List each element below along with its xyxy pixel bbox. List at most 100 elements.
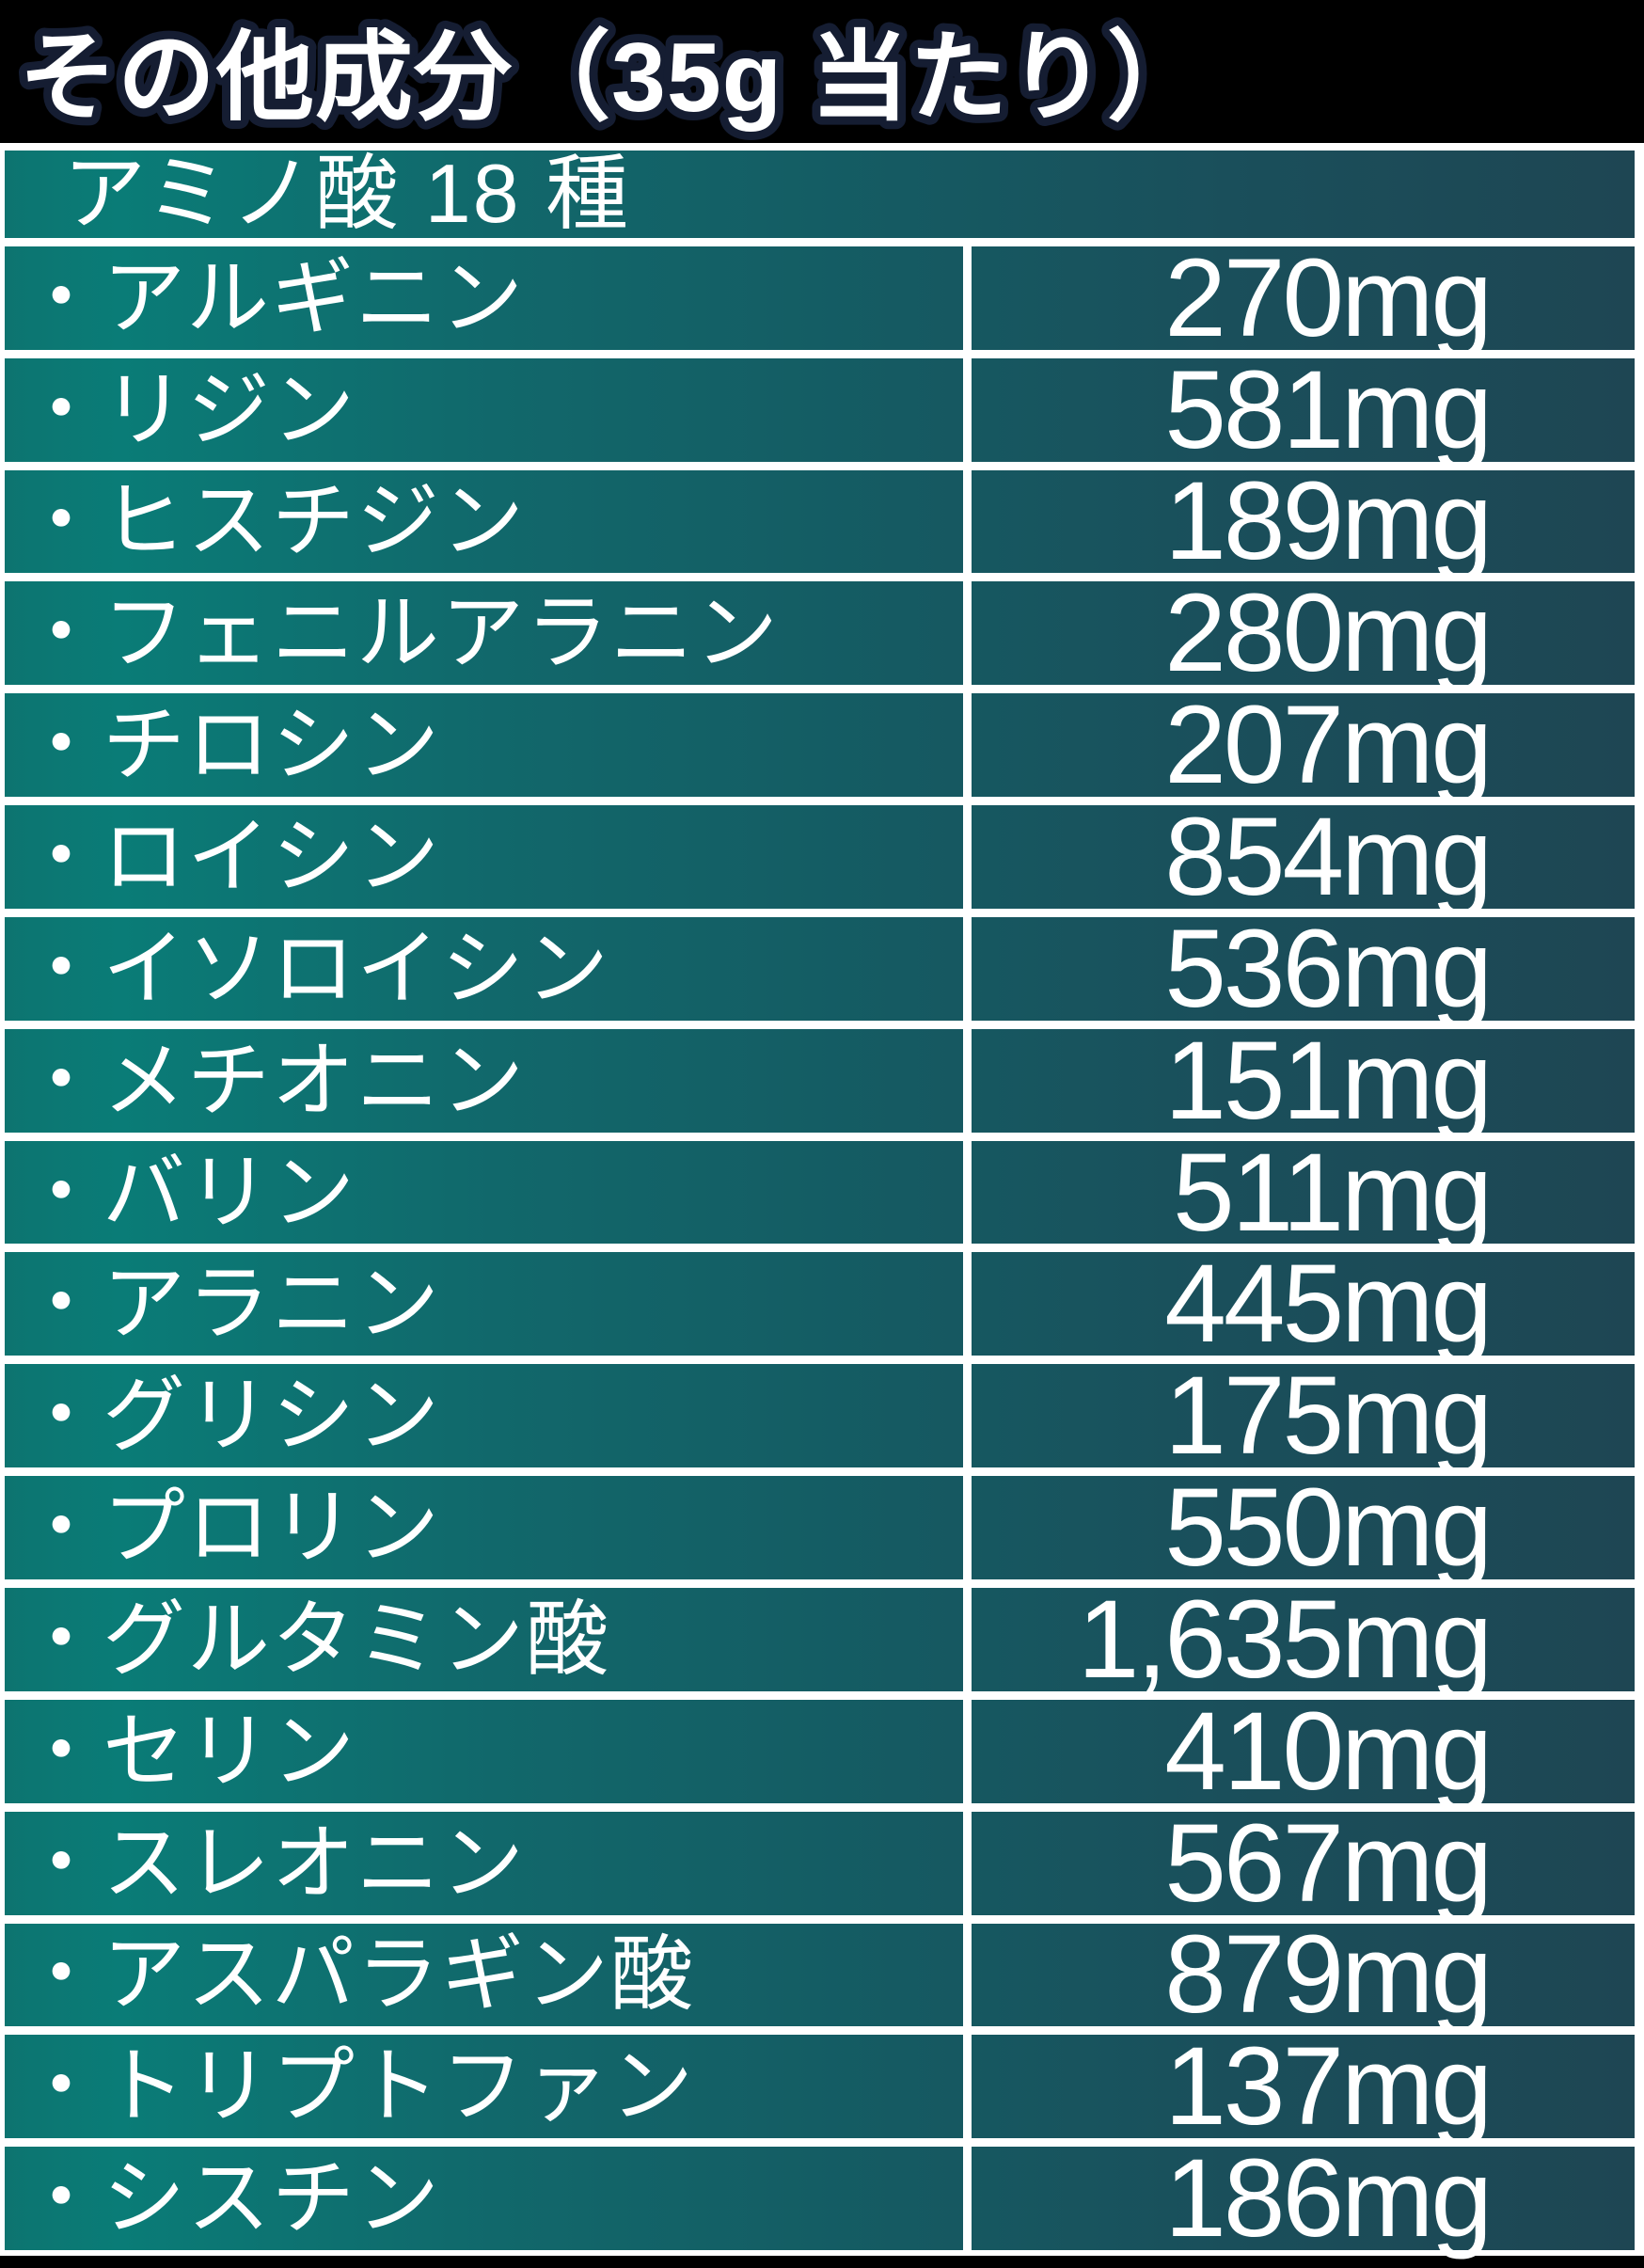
amino-acid-amount-cell: 175mg (963, 1360, 1635, 1471)
amino-acid-name-cell: ・プロリン (5, 1476, 963, 1579)
amino-acid-amount-cell: 207mg (963, 690, 1635, 801)
amino-acid-name: トリプトファン (103, 2039, 696, 2133)
amino-acid-name-cell: ・フェニルアラニン (5, 581, 963, 685)
amino-acid-amount-cell: 567mg (963, 1808, 1635, 1919)
amino-acid-name-cell: ・グルタミン酸 (5, 1588, 963, 1691)
amino-acid-amount: 536mg (1164, 906, 1493, 1031)
amino-acid-name: アラニン (103, 1257, 442, 1351)
bullet-marker: ・ (20, 810, 103, 903)
amino-acid-amount-cell: 511mg (963, 1137, 1635, 1248)
amino-acid-amount: 1,635mg (1077, 1577, 1493, 1702)
amino-acid-name: セリン (103, 1704, 357, 1798)
amino-acid-amount-cell: 189mg (963, 466, 1635, 577)
table-row: ・リジン 581mg (5, 355, 1635, 466)
table-row: ・フェニルアラニン 280mg (5, 578, 1635, 689)
bullet-marker: ・ (20, 586, 103, 680)
amino-acid-amount-cell: 280mg (963, 578, 1635, 689)
bullet-marker: ・ (20, 362, 103, 456)
table-row: ・プロリン 550mg (5, 1472, 1635, 1583)
amino-acid-amount: 550mg (1164, 1466, 1493, 1591)
amino-acid-amount-cell: 536mg (963, 913, 1635, 1024)
bullet-marker: ・ (20, 1816, 103, 1910)
amino-acid-name: リジン (103, 362, 357, 456)
amino-acid-amount: 445mg (1164, 1242, 1493, 1367)
amino-acid-amount: 189mg (1164, 459, 1493, 584)
table-row: ・アラニン 445mg (5, 1248, 1635, 1359)
table-row: ・スレオニン 567mg (5, 1808, 1635, 1919)
amino-acid-amount: 270mg (1164, 235, 1493, 360)
amino-acid-name-cell: ・メチオニン (5, 1029, 963, 1133)
amino-acid-name: シスチン (103, 2151, 442, 2245)
table-row: ・アスパラギン酸 879mg (5, 1919, 1635, 2030)
amino-acid-amount-cell: 445mg (963, 1248, 1635, 1359)
amino-acid-name-cell: ・スレオニン (5, 1812, 963, 1915)
amino-acid-name-cell: ・チロシン (5, 693, 963, 797)
amino-acid-name-cell: ・ヒスチジン (5, 470, 963, 574)
amino-acid-name-cell: ・セリン (5, 1700, 963, 1803)
amino-acid-name: イソロイシン (103, 921, 611, 1015)
bullet-marker: ・ (20, 1145, 103, 1239)
table-row: ・シスチン 186mg (5, 2143, 1635, 2254)
table-row: ・グリシン 175mg (5, 1360, 1635, 1471)
amino-acid-name-cell: ・アラニン (5, 1252, 963, 1356)
table-row: ・メチオニン 151mg (5, 1025, 1635, 1136)
amino-acid-name-cell: ・イソロイシン (5, 917, 963, 1021)
amino-acid-amount: 854mg (1164, 795, 1493, 919)
table-row: ・トリプトファン 137mg (5, 2031, 1635, 2142)
amino-acid-name: ヒスチジン (103, 474, 527, 568)
amino-acid-amount: 137mg (1164, 2024, 1493, 2149)
amino-acid-name: スレオニン (103, 1816, 527, 1910)
amino-acid-amount-cell: 581mg (963, 355, 1635, 466)
amino-acid-amount-cell: 410mg (963, 1696, 1635, 1807)
title-band: その他成分（35g 当たり） (0, 0, 1644, 143)
amino-acid-amount-cell: 550mg (963, 1472, 1635, 1583)
amino-acid-name: バリン (103, 1145, 357, 1239)
amino-acid-name: チロシン (103, 698, 442, 792)
amino-acid-amount: 567mg (1164, 1800, 1493, 1926)
amino-acid-amount-cell: 151mg (963, 1025, 1635, 1136)
amino-acid-name-cell: ・アルギニン (5, 246, 963, 350)
bullet-marker: ・ (20, 1033, 103, 1127)
amino-acid-amount-cell: 854mg (963, 801, 1635, 912)
bullet-marker: ・ (20, 1592, 103, 1686)
amino-acid-name: プロリン (103, 1481, 442, 1575)
amino-acid-name: メチオニン (103, 1033, 527, 1127)
amino-acid-name: フェニルアラニン (103, 586, 781, 680)
amino-acid-amount-cell: 1,635mg (963, 1584, 1635, 1695)
amino-acid-name: グリシン (103, 1369, 442, 1463)
amino-acid-amount-cell: 270mg (963, 243, 1635, 354)
table-row: ・ヒスチジン 189mg (5, 466, 1635, 577)
bullet-marker: ・ (20, 2039, 103, 2133)
amino-acid-name: アルギニン (103, 250, 526, 344)
amino-acid-name: ロイシン (103, 810, 442, 903)
amino-acid-name: アスパラギン酸 (103, 1927, 696, 2022)
bullet-marker: ・ (20, 1369, 103, 1463)
amino-acid-name: グルタミン酸 (103, 1592, 611, 1686)
table-row: ・ロイシン 854mg (5, 801, 1635, 912)
amino-acid-amount-cell: 186mg (963, 2143, 1635, 2254)
bullet-marker: ・ (20, 250, 103, 344)
table-row: ・グルタミン酸 1,635mg (5, 1584, 1635, 1695)
amino-acid-name-cell: ・ロイシン (5, 805, 963, 909)
amino-acid-table: アミノ酸 18 種 ・アルギニン 270mg ・リジン 581mg ・ヒスチジン… (0, 143, 1644, 2256)
table-header-cell: アミノ酸 18 種 (5, 151, 1635, 238)
amino-acid-amount: 280mg (1164, 571, 1493, 696)
amino-acid-amount: 879mg (1164, 1912, 1493, 2038)
table-row: ・チロシン 207mg (5, 690, 1635, 801)
bullet-marker: ・ (20, 1257, 103, 1351)
table-row: ・アルギニン 270mg (5, 243, 1635, 354)
bullet-marker: ・ (20, 698, 103, 792)
amino-acid-amount: 410mg (1164, 1689, 1493, 1814)
bullet-marker: ・ (20, 1704, 103, 1798)
table-row: ・セリン 410mg (5, 1696, 1635, 1807)
amino-acid-name-cell: ・アスパラギン酸 (5, 1924, 963, 2027)
amino-acid-name-cell: ・シスチン (5, 2147, 963, 2250)
table-row: ・イソロイシン 536mg (5, 913, 1635, 1024)
bullet-marker: ・ (20, 921, 103, 1015)
bullet-marker: ・ (20, 1927, 103, 2022)
amino-acid-amount-cell: 879mg (963, 1919, 1635, 2030)
amino-acid-amount: 186mg (1164, 2136, 1493, 2261)
amino-acid-amount: 207mg (1164, 683, 1493, 808)
table-row: ・バリン 511mg (5, 1137, 1635, 1248)
